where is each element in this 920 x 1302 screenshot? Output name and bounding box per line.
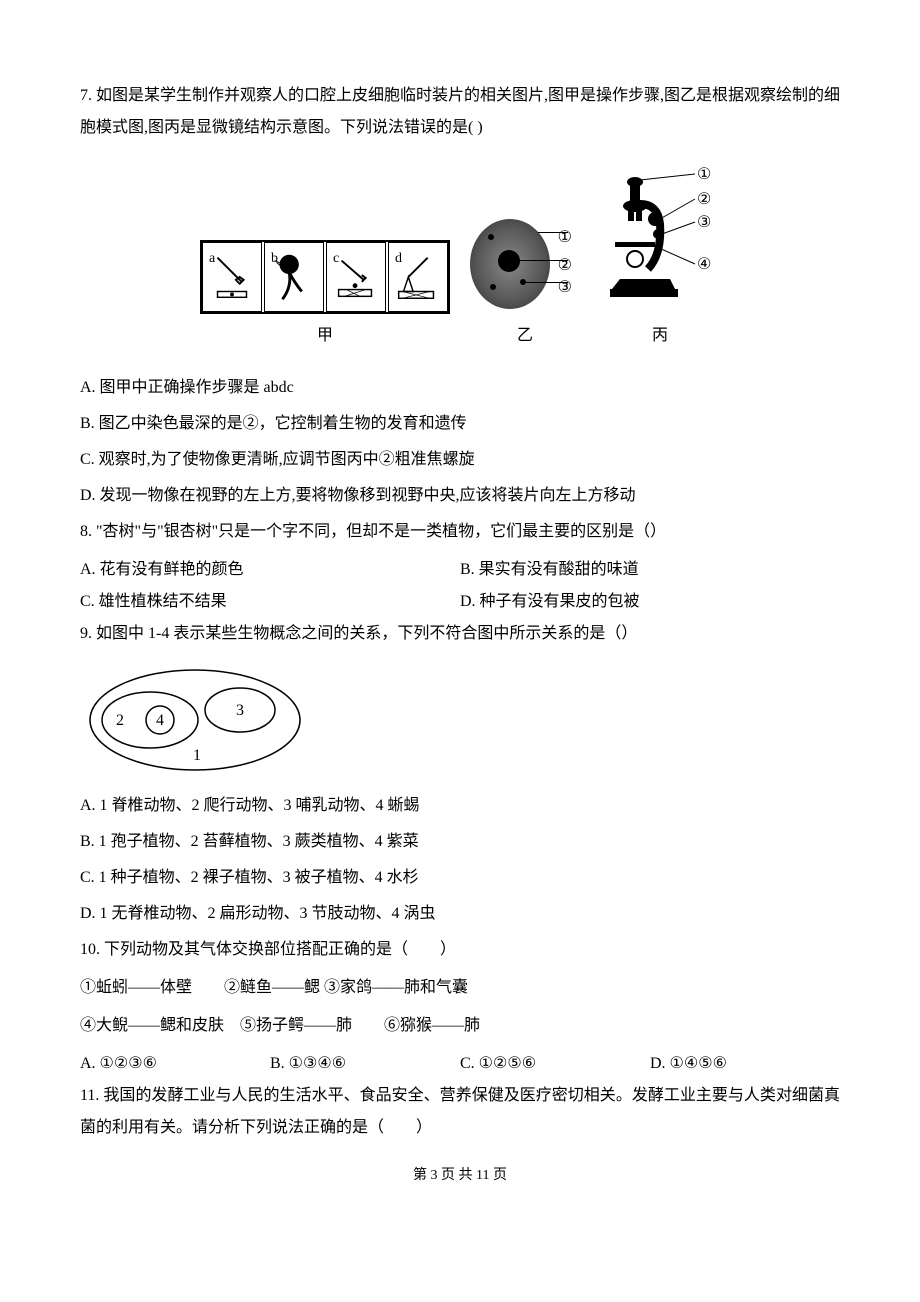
scope-l3: ③ — [697, 214, 711, 231]
q9-option-d: D. 1 无脊椎动物、2 扁形动物、3 节肢动物、4 涡虫 — [80, 898, 840, 930]
scope-l1: ① — [697, 166, 711, 183]
venn-4: 4 — [156, 712, 164, 729]
venn-3: 3 — [236, 702, 244, 719]
q7-figures: a b c — [80, 164, 840, 352]
q7-option-d: D. 发现一物像在视野的左上方,要将物像移到视野中央,应该将装片向左上方移动 — [80, 480, 840, 512]
q7-option-b: B. 图乙中染色最深的是②，它控制着生物的发育和遗传 — [80, 408, 840, 440]
q10-line2: ④大鲵——鳃和皮肤 ⑤扬子鳄——肺 ⑥猕猴——肺 — [80, 1010, 840, 1042]
step-a: a — [202, 242, 262, 312]
cell-label-3: ③ — [558, 272, 572, 304]
step-a-label: a — [209, 245, 215, 273]
microscope-diagram: ① ② ③ ④ — [600, 164, 720, 314]
q8-text: 8. "杏树"与"银杏树"只是一个字不同，但却不是一类植物，它们最主要的区别是（… — [80, 516, 840, 548]
step-c-label: c — [333, 245, 339, 273]
q8-options-row1: A. 花有没有鲜艳的颜色 B. 果实有没有酸甜的味道 — [80, 554, 840, 586]
q8-option-a: A. 花有没有鲜艳的颜色 — [80, 554, 460, 586]
q9-option-b: B. 1 孢子植物、2 苔藓植物、3 蕨类植物、4 紫菜 — [80, 826, 840, 858]
step-b-label: b — [271, 245, 278, 273]
label-line-3: ③ — [525, 282, 568, 283]
step-b: b — [264, 242, 324, 312]
venn-2: 2 — [116, 712, 124, 729]
q10-text: 10. 下列动物及其气体交换部位搭配正确的是（ ） — [80, 934, 840, 966]
q7-option-c: C. 观察时,为了使物像更清晰,应调节图丙中②粗准焦螺旋 — [80, 444, 840, 476]
figure-yi-group: ① ② ③ 乙 — [470, 214, 580, 352]
q10-options: A. ①②③⑥ B. ①③④⑥ C. ①②⑤⑥ D. ①④⑤⑥ — [80, 1048, 840, 1080]
q9-option-c: C. 1 种子植物、2 裸子植物、3 被子植物、4 水杉 — [80, 862, 840, 894]
figure-bing-group: ① ② ③ ④ 丙 — [600, 164, 720, 352]
q8-option-c: C. 雄性植株结不结果 — [80, 586, 460, 618]
scope-l2: ② — [697, 191, 711, 208]
q7-text: 7. 如图是某学生制作并观察人的口腔上皮细胞临时装片的相关图片,图甲是操作步骤,… — [80, 80, 840, 144]
page-footer: 第 3 页 共 11 页 — [0, 1162, 920, 1190]
q9-option-a: A. 1 脊椎动物、2 爬行动物、3 哺乳动物、4 蜥蜴 — [80, 790, 840, 822]
cell-organelle — [490, 284, 496, 290]
label-line-2: ② — [520, 260, 568, 261]
q10-option-d: D. ①④⑤⑥ — [650, 1048, 840, 1080]
venn-diagram: 1 2 3 4 — [80, 660, 310, 780]
figure-jia-group: a b c — [200, 240, 450, 352]
step-d: d — [388, 242, 448, 312]
q11-text: 11. 我国的发酵工业与人民的生活水平、食品安全、营养保健及医疗密切相关。发酵工… — [80, 1080, 840, 1144]
step-boxes: a b c — [200, 240, 450, 314]
q10-option-b: B. ①③④⑥ — [270, 1048, 460, 1080]
q10-option-c: C. ①②⑤⑥ — [460, 1048, 650, 1080]
q8-option-b: B. 果实有没有酸甜的味道 — [460, 554, 840, 586]
cell-organelle — [488, 234, 494, 240]
venn-svg: 1 2 3 4 — [80, 660, 310, 780]
venn-1: 1 — [193, 747, 201, 764]
q8-options-row2: C. 雄性植株结不结果 D. 种子有没有果皮的包被 — [80, 586, 840, 618]
cell-nucleus — [498, 250, 520, 272]
caption-jia: 甲 — [317, 320, 333, 352]
caption-bing: 丙 — [652, 320, 668, 352]
scope-l4: ④ — [697, 256, 711, 273]
q9-text: 9. 如图中 1-4 表示某些生物概念之间的关系，下列不符合图中所示关系的是（） — [80, 618, 840, 650]
q10-line1: ①蚯蚓——体壁 ②鲢鱼——鳃 ③家鸽——肺和气囊 — [80, 972, 840, 1004]
q8-option-d: D. 种子有没有果皮的包被 — [460, 586, 840, 618]
step-d-label: d — [395, 245, 402, 273]
microscope-icon: ① ② ③ ④ — [600, 164, 720, 314]
label-line-1: ① — [538, 232, 568, 233]
q10-option-a: A. ①②③⑥ — [80, 1048, 270, 1080]
step-c: c — [326, 242, 386, 312]
q7-option-a: A. 图甲中正确操作步骤是 abdc — [80, 372, 840, 404]
caption-yi: 乙 — [517, 320, 533, 352]
cell-diagram: ① ② ③ — [470, 214, 580, 314]
